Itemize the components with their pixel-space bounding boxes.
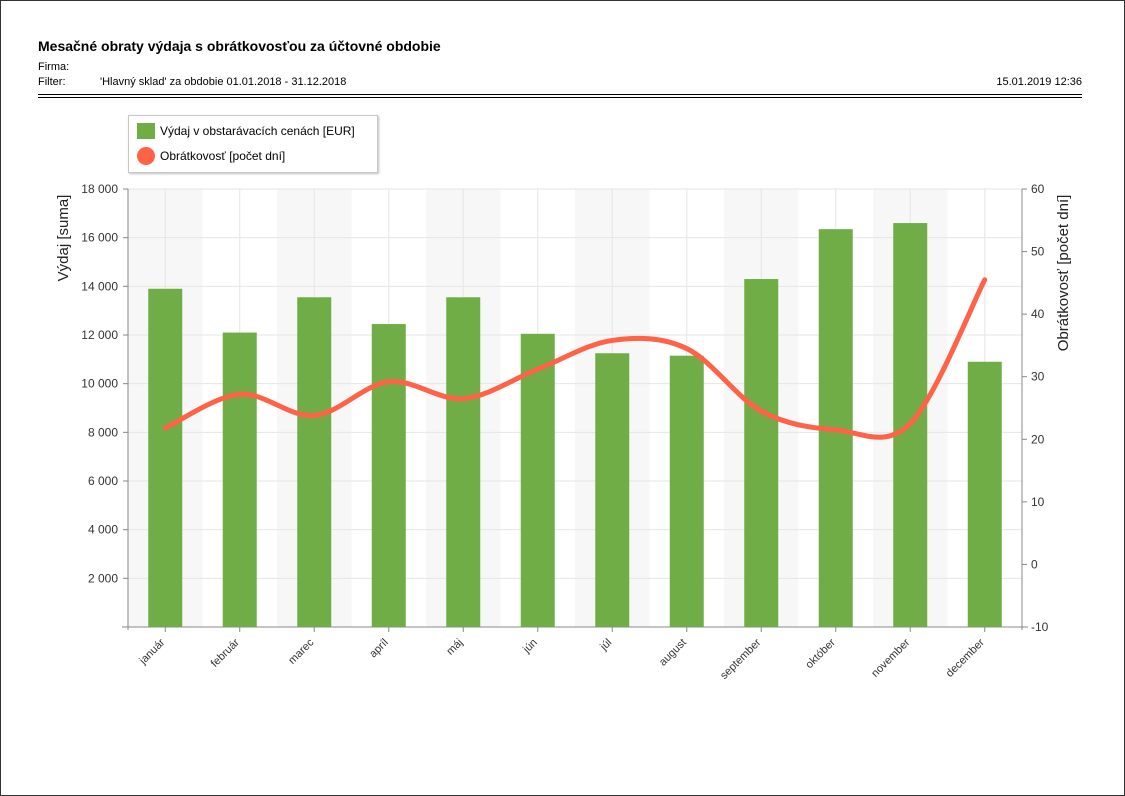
bar-apríl — [371, 324, 406, 627]
filter-value: 'Hlavný sklad' za obdobie 01.01.2018 - 3… — [100, 76, 347, 88]
legend-item-turnover[interactable]: Obrátkovosť [počet dní] — [137, 147, 285, 165]
header-rule-bottom — [38, 97, 1082, 98]
bar-jún — [520, 333, 555, 627]
right-tick-label: 40 — [1031, 307, 1045, 321]
y-axis-title-right: Obrátkovosť [počet dní] — [1055, 195, 1072, 352]
right-tick-label: 50 — [1031, 245, 1045, 259]
x-tick-label-júl: júl — [597, 637, 614, 654]
report-timestamp: 15.01.2019 12:36 — [996, 76, 1082, 88]
left-tick-label: 18 000 — [81, 182, 118, 196]
legend-item-expense[interactable]: Výdaj v obstarávacích cenách [EUR] — [137, 122, 355, 140]
left-tick-label: 14 000 — [81, 279, 118, 293]
x-tick-label-jún: jún — [520, 637, 540, 657]
left-tick-label: 6 000 — [88, 474, 118, 488]
bar-marec — [297, 297, 332, 627]
x-tick-label-apríl: apríl — [367, 637, 391, 661]
legend-dot-swatch — [137, 147, 155, 165]
bar-júl — [595, 353, 630, 627]
right-tick-label: 0 — [1031, 557, 1038, 571]
left-tick-label: 16 000 — [81, 231, 118, 245]
bar-máj — [446, 297, 481, 627]
turnover-line — [162, 277, 988, 440]
left-tick-label: 12 000 — [81, 328, 118, 342]
bar-február — [222, 332, 257, 627]
filter-label: Filter: — [38, 76, 66, 88]
x-tick-label-november: november — [869, 636, 912, 679]
report-title: Mesačné obraty výdaja s obrátkovosťou za… — [38, 38, 441, 54]
right-tick-label: 20 — [1031, 432, 1045, 446]
y-axis-title-left: Výdaj [suma] — [55, 195, 72, 282]
legend-label-expense: Výdaj v obstarávacích cenách [EUR] — [160, 124, 355, 138]
right-tick-label: -10 — [1031, 620, 1049, 634]
x-tick-label-február: február — [209, 636, 242, 669]
left-tick-label: 10 000 — [81, 377, 118, 391]
left-tick-label: 2 000 — [88, 571, 118, 585]
x-tick-label-október: október — [803, 636, 838, 671]
bar-august — [669, 355, 704, 627]
x-tick-label-máj: máj — [444, 637, 465, 658]
firma-label: Firma: — [38, 61, 70, 73]
x-tick-label-september: september — [718, 636, 763, 681]
legend-label-turnover: Obrátkovosť [počet dní] — [160, 149, 286, 163]
chart-legend: Výdaj v obstarávacích cenách [EUR] Obrát… — [128, 115, 378, 173]
legend-bar-swatch — [137, 123, 155, 139]
x-tick-label-marec: marec — [286, 636, 316, 666]
bar-september — [744, 279, 779, 627]
bar-december — [967, 361, 1002, 627]
right-tick-label: 60 — [1031, 182, 1045, 196]
header-rule-top — [38, 94, 1082, 95]
x-tick-label-január: január — [137, 636, 168, 667]
bar-január — [148, 288, 183, 627]
right-tick-label: 30 — [1031, 370, 1045, 384]
x-tick-label-december: december — [944, 636, 987, 679]
left-tick-label: 4 000 — [88, 523, 118, 537]
x-tick-label-august: august — [657, 637, 689, 669]
right-tick-label: 10 — [1031, 495, 1045, 509]
left-tick-label: 8 000 — [88, 425, 118, 439]
